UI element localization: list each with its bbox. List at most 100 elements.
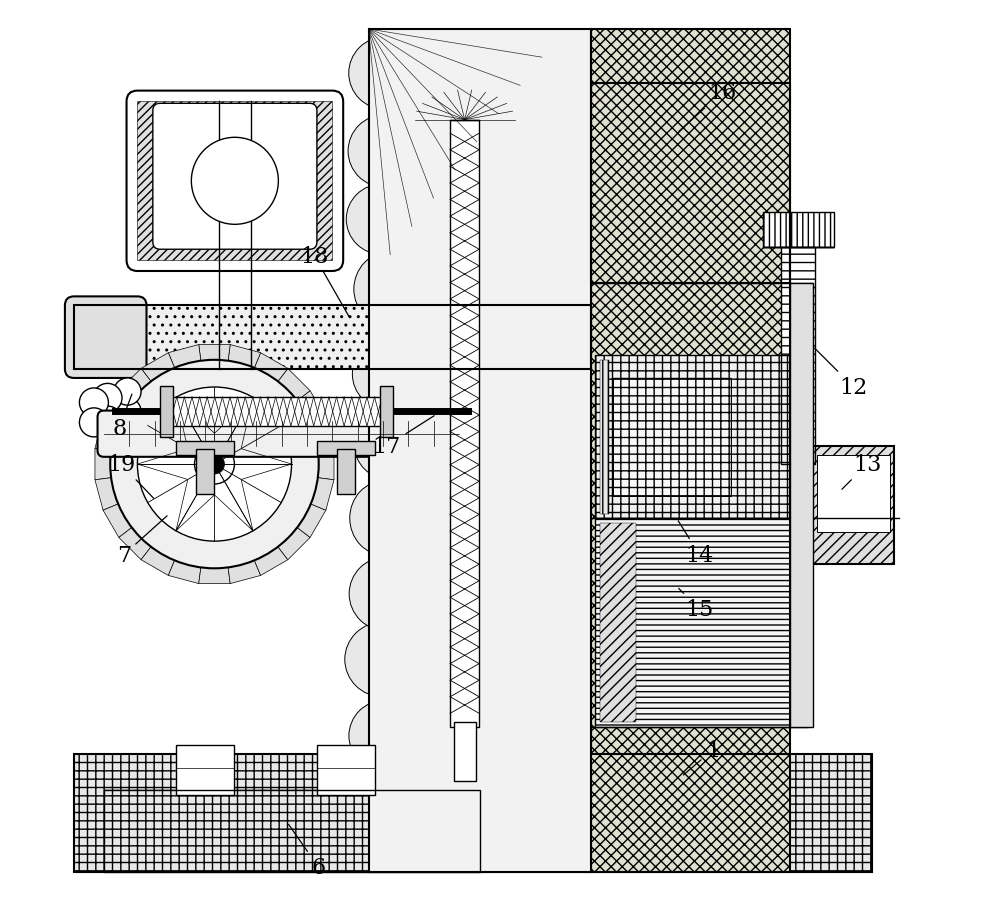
Bar [595,519,808,727]
Circle shape [114,418,141,445]
Text: 14: 14 [678,521,714,566]
Bar [176,745,234,795]
Circle shape [93,406,122,435]
Ellipse shape [460,180,531,256]
Circle shape [195,445,234,485]
Bar [591,84,790,872]
Ellipse shape [518,776,588,846]
Polygon shape [228,559,261,584]
Ellipse shape [400,479,474,549]
Polygon shape [277,527,310,560]
Bar [104,791,480,872]
Ellipse shape [518,187,590,258]
Circle shape [442,398,469,425]
Bar [790,283,813,727]
Ellipse shape [463,339,535,414]
Ellipse shape [457,626,527,701]
Ellipse shape [513,43,587,113]
Polygon shape [119,527,152,560]
Bar [104,791,480,872]
FancyBboxPatch shape [65,297,146,379]
FancyBboxPatch shape [153,104,317,250]
Polygon shape [254,353,288,384]
Circle shape [93,384,122,413]
Bar [380,386,393,437]
Bar [337,449,355,495]
Bar [763,213,834,247]
Text: 17: 17 [373,416,434,457]
Bar [600,524,636,722]
Polygon shape [141,353,175,384]
Ellipse shape [462,769,531,844]
Polygon shape [369,30,591,283]
Ellipse shape [408,550,482,626]
Bar [591,30,790,283]
Bar [176,442,234,456]
Ellipse shape [349,701,421,772]
Ellipse shape [406,259,482,332]
Ellipse shape [517,488,588,558]
Polygon shape [199,345,230,363]
Bar [317,442,375,456]
Polygon shape [119,369,152,403]
Ellipse shape [512,626,583,699]
Ellipse shape [457,558,526,630]
Circle shape [137,387,292,541]
Ellipse shape [348,768,423,841]
Polygon shape [277,369,310,403]
Ellipse shape [454,479,528,553]
Polygon shape [316,449,334,480]
Bar [74,306,591,370]
Ellipse shape [460,697,530,770]
Ellipse shape [511,558,586,630]
Circle shape [456,395,488,428]
FancyBboxPatch shape [98,411,466,457]
Polygon shape [141,546,175,576]
Text: 15: 15 [679,589,714,620]
Ellipse shape [510,256,585,331]
FancyBboxPatch shape [378,39,536,125]
Text: 13: 13 [842,454,881,490]
Bar [192,791,219,814]
Circle shape [110,361,319,568]
Polygon shape [168,559,201,584]
Ellipse shape [403,774,473,849]
Ellipse shape [348,116,421,188]
Bar [369,30,591,872]
Bar [160,386,173,437]
Bar [595,519,808,727]
Ellipse shape [345,622,421,697]
Ellipse shape [402,631,476,703]
Ellipse shape [512,343,583,413]
Circle shape [191,138,278,225]
Bar [317,745,375,795]
Bar [808,446,894,564]
Polygon shape [369,30,563,283]
Ellipse shape [352,340,421,409]
Text: 18: 18 [300,245,349,317]
Text: 8: 8 [112,394,132,439]
Circle shape [114,379,141,405]
Bar [763,213,834,247]
Bar [781,247,815,465]
Ellipse shape [350,481,420,556]
Bar [595,356,808,519]
Polygon shape [254,546,288,576]
Bar [369,30,591,872]
Bar [591,84,790,872]
Text: 16: 16 [679,82,736,132]
Bar [790,283,813,727]
Polygon shape [296,391,326,425]
Polygon shape [168,345,201,370]
Polygon shape [228,345,261,370]
Circle shape [204,455,224,475]
Ellipse shape [402,411,476,485]
Bar [781,247,815,465]
Text: 6: 6 [289,824,326,878]
Bar [196,449,214,495]
Bar [613,379,731,496]
Ellipse shape [454,112,530,183]
Bar [817,456,890,532]
Circle shape [114,398,141,425]
Text: 12: 12 [815,349,868,399]
